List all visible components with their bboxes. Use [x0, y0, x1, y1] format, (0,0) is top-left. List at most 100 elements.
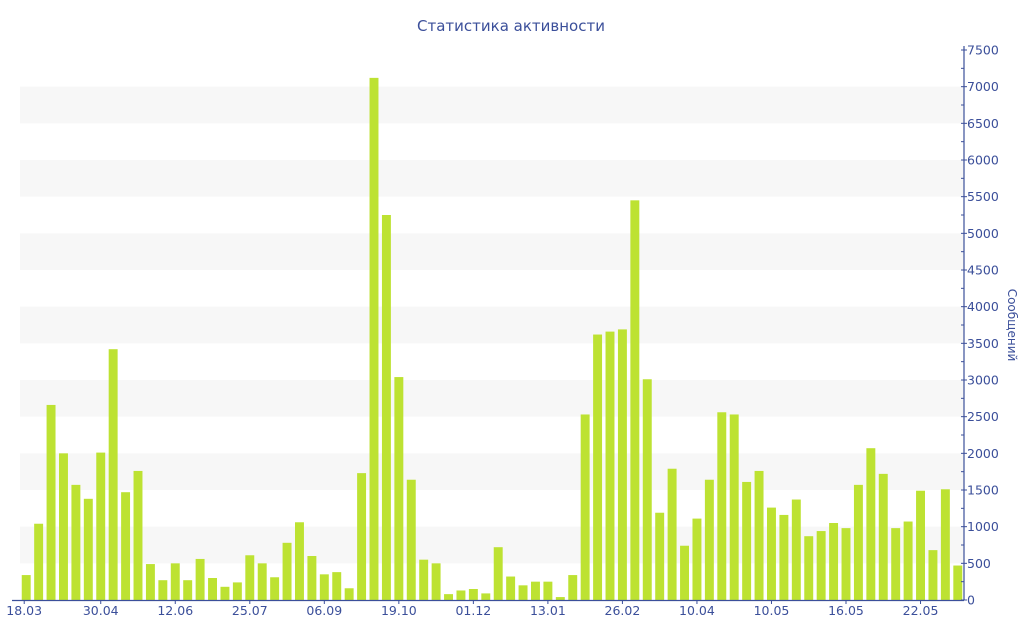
y-tick-label: 0: [967, 593, 975, 608]
grid-band: [20, 380, 964, 417]
bar: [245, 555, 255, 600]
grid-band: [20, 306, 964, 344]
bar: [195, 558, 205, 600]
bar: [357, 473, 367, 600]
bar: [208, 578, 217, 600]
bar: [121, 492, 131, 600]
y-tick-label: 6000: [967, 153, 999, 168]
x-tick-label: 26.02: [605, 603, 641, 618]
y-tick-label: 6500: [967, 116, 999, 131]
x-tick-label: 30.04: [83, 603, 119, 618]
bar: [916, 490, 925, 600]
bar: [903, 521, 913, 600]
bar: [282, 542, 292, 600]
bar: [145, 564, 155, 600]
bar: [59, 453, 68, 600]
bar: [158, 580, 168, 600]
bar: [344, 588, 354, 600]
bar: [369, 77, 379, 600]
bar: [717, 412, 727, 600]
bar: [220, 586, 230, 600]
x-tick-label: 06.09: [306, 603, 342, 618]
bar: [767, 507, 776, 600]
bar: [493, 547, 503, 600]
bar: [791, 499, 801, 600]
bar: [878, 473, 888, 600]
bar: [34, 523, 44, 600]
bar: [866, 448, 876, 600]
bar: [680, 545, 689, 600]
x-tick-label: 25.07: [232, 603, 268, 618]
x-tick-label: 19.10: [381, 603, 417, 618]
bar: [481, 593, 491, 600]
bar: [742, 481, 752, 600]
bar: [655, 512, 665, 600]
grid-bands: [20, 86, 964, 564]
bar: [108, 349, 118, 600]
bar: [729, 414, 739, 600]
bar: [257, 563, 267, 600]
bar: [431, 563, 441, 600]
y-tick-label: 5500: [967, 189, 999, 204]
bar: [307, 556, 317, 600]
x-tick-label: 16.05: [828, 603, 864, 618]
bar: [804, 536, 814, 600]
x-tick-label: 18.03: [6, 603, 42, 618]
chart-title: Статистика активности: [417, 17, 605, 35]
x-tick-label: 12.06: [157, 603, 193, 618]
x-tick-label: 10.04: [679, 603, 715, 618]
y-tick-label: 7000: [967, 79, 999, 94]
bar: [232, 582, 242, 600]
bar: [555, 597, 565, 600]
bar: [568, 575, 578, 600]
bar: [642, 379, 652, 600]
y-tick-label: 4500: [967, 263, 999, 278]
bar: [531, 581, 540, 600]
bar: [841, 528, 851, 600]
bar: [21, 575, 31, 600]
y-tick-label: 500: [967, 556, 991, 571]
bar: [853, 484, 863, 600]
y-tick-label: 1500: [967, 483, 999, 498]
bar: [754, 470, 764, 600]
bar: [406, 479, 416, 600]
y-tick-label: 7500: [967, 43, 999, 58]
grid-band: [20, 160, 964, 197]
bar: [891, 528, 901, 600]
y-tick-label: 3500: [967, 336, 999, 351]
bar: [381, 215, 391, 600]
bar: [419, 559, 429, 600]
bar: [953, 565, 963, 600]
bar: [630, 200, 640, 601]
x-tick-label: 22.05: [903, 603, 939, 618]
y-tick-label: 2000: [967, 446, 999, 461]
bar: [468, 589, 478, 600]
bar: [71, 484, 81, 600]
grid-band: [20, 233, 964, 270]
y-tick-label: 1000: [967, 519, 999, 534]
y-axis-label: Сообщений: [1005, 289, 1019, 362]
bar: [394, 377, 404, 600]
y-tick-label: 2500: [967, 409, 999, 424]
bar: [133, 470, 143, 600]
bar: [83, 498, 93, 600]
x-tick-label: 10.05: [754, 603, 790, 618]
bar: [444, 594, 453, 600]
bar: [580, 414, 590, 600]
grid-band: [20, 453, 964, 490]
bar: [692, 518, 702, 600]
bar: [96, 452, 106, 600]
x-tick-label: 01.12: [455, 603, 491, 618]
bar: [46, 404, 56, 600]
bar: [270, 577, 280, 600]
bar: [593, 334, 603, 600]
y-tick-label: 5000: [967, 226, 999, 241]
grid-band: [20, 86, 964, 124]
x-axis: 18.03 30.04 12.06 25.07 06.09 19.10 01.12 13.01…: [6, 599, 964, 618]
bar: [332, 572, 342, 600]
bar: [295, 522, 304, 600]
bar: [667, 468, 677, 600]
y-axis: 0 500 1000 1500 2000 2500 3000 3500 4000 4500 5000…: [961, 43, 999, 608]
bar: [829, 523, 839, 600]
bar: [170, 563, 180, 600]
